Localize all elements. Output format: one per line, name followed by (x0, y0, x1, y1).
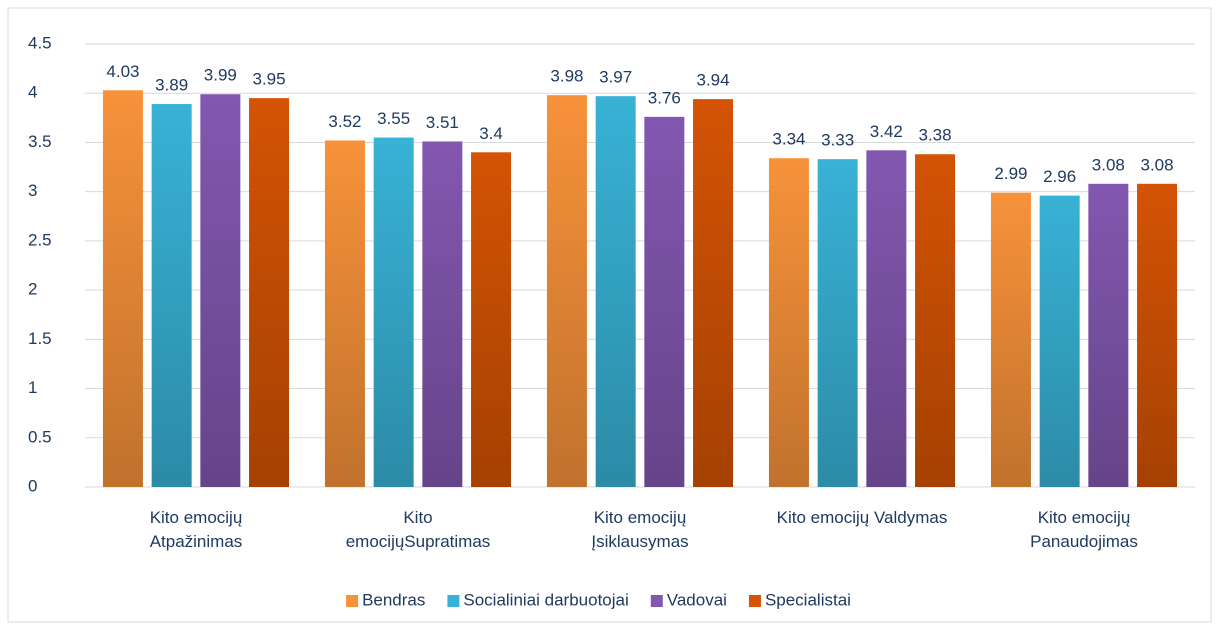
y-tick-label: 4 (28, 83, 37, 102)
data-label: 3.97 (599, 68, 632, 87)
y-tick-label: 0.5 (28, 427, 52, 446)
x-tick-label: Kito emocijų Įsiklausymas (591, 508, 689, 551)
data-label: 2.96 (1043, 167, 1076, 186)
legend-label: Socialiniai darbuotojai (463, 590, 628, 609)
data-label: 3.95 (253, 70, 286, 89)
chart-border (7, 7, 1212, 623)
data-label: 3.33 (821, 131, 854, 150)
legend-label: Specialistai (765, 590, 851, 609)
x-tick-label: Kito emocijųSupratimas (345, 508, 491, 551)
data-label: 3.08 (1141, 155, 1174, 174)
y-tick-label: 3.5 (28, 132, 52, 151)
bar (1088, 183, 1129, 487)
data-label: 4.03 (106, 62, 139, 81)
legend-swatch (447, 595, 460, 607)
legend-label: Bendras (362, 590, 425, 609)
y-tick-label: 2 (28, 280, 37, 299)
y-tick-label: 2.5 (28, 230, 52, 249)
bar (644, 116, 685, 488)
legend-swatch (748, 595, 761, 607)
bar (768, 158, 809, 487)
data-label: 3.38 (919, 126, 952, 145)
bar (1039, 195, 1080, 488)
bar (817, 159, 858, 487)
data-label: 3.98 (550, 67, 583, 86)
y-tick-label: 1.5 (28, 329, 52, 348)
y-tick-label: 1 (28, 378, 37, 397)
bar (546, 95, 587, 488)
data-label: 3.89 (155, 76, 188, 95)
bar (200, 94, 241, 487)
y-tick-label: 0 (28, 476, 37, 495)
bar (373, 137, 414, 487)
legend-label: Vadovai (667, 590, 727, 609)
bar (471, 152, 512, 488)
bar (151, 104, 192, 487)
bar (595, 96, 636, 488)
data-label: 3.99 (204, 66, 237, 85)
bar (102, 90, 143, 487)
bar (693, 99, 734, 487)
x-tick-label: Kito emocijų Panaudojimas (1030, 508, 1138, 551)
data-label: 3.42 (870, 122, 903, 141)
legend-swatch (650, 595, 663, 607)
legend-swatch (346, 595, 359, 607)
bar (990, 192, 1031, 487)
bar (249, 98, 290, 488)
bar (1137, 183, 1178, 487)
data-label: 3.51 (426, 113, 459, 132)
data-label: 3.94 (697, 71, 730, 90)
x-tick-label: Kito emocijų Atpažinimas (149, 508, 243, 551)
bar (866, 150, 907, 487)
x-tick-label: Kito emocijų Valdymas (776, 508, 948, 527)
bar (422, 141, 463, 487)
data-label: 3.76 (648, 88, 681, 107)
y-tick-label: 3 (28, 181, 37, 200)
data-label: 3.4 (479, 124, 503, 143)
data-label: 3.08 (1092, 155, 1125, 174)
bar (324, 140, 365, 487)
data-label: 2.99 (994, 164, 1027, 183)
data-label: 3.55 (377, 109, 410, 128)
bar (915, 154, 956, 487)
y-tick-label: 4.5 (28, 33, 52, 52)
data-label: 3.52 (328, 112, 361, 131)
data-label: 3.34 (772, 130, 805, 149)
